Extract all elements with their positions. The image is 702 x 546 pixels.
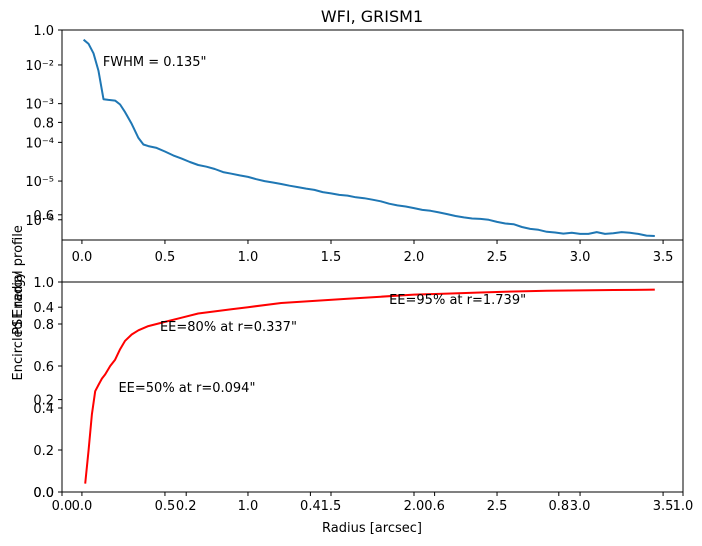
fwhm-annotation: FWHM = 0.135" [103, 55, 207, 70]
bottom-x-tick-label: 3.0 [570, 499, 591, 514]
bg-x-tick-label: 0.6 [424, 499, 445, 514]
top-x-tick-label: 1.5 [321, 250, 342, 265]
bg-y-tick-label: 0.2 [33, 394, 54, 409]
bottom-x-tick-label: 2.5 [487, 499, 508, 514]
bottom-x-tick-label: 0.5 [155, 499, 176, 514]
bottom-y-tick-label: 0.8 [33, 318, 54, 333]
bottom-y-tick-label: 0.6 [33, 360, 54, 375]
bottom-y-tick-label: 1.0 [33, 276, 54, 291]
bg-x-tick-label: 0.4 [300, 499, 321, 514]
top-plot-frame [61, 29, 684, 241]
bottom-y-tick-label: 0.0 [33, 486, 54, 501]
bg-y-tick-label: 0.6 [33, 209, 54, 224]
ee-annotation: EE=95% at r=1.739" [389, 293, 526, 308]
top-y-tick-label: 10⁻⁴ [25, 136, 54, 151]
bg-y-tick-label: 0.0 [33, 486, 54, 501]
bottom-plot-frame [61, 281, 684, 493]
top-y-tick-label: 10⁻² [25, 59, 54, 74]
y-axis-label-top: PSF radial profile [11, 225, 26, 335]
bottom-y-tick-label: 0.4 [33, 402, 54, 417]
bottom-y-tick-label: 0.2 [33, 444, 54, 459]
top-y-tick-label: 10⁻⁵ [25, 175, 54, 190]
psf-profile-panel: 0.0 0.5 1.0 1.5 2.0 2.5 3.0 3.5 10⁻² 10⁻³ 10⁻⁴ 10⁻⁵… [25, 29, 684, 265]
bg-y-tick-label: 1.0 [33, 24, 54, 39]
top-y-tick-label: 10⁻³ [25, 98, 54, 113]
x-axis-label: Radius [arcsec] [322, 521, 422, 536]
bottom-x-tick-label: 3.5 [653, 499, 674, 514]
top-y-tick-label: 10⁻⁶ [25, 214, 54, 229]
chart-title: WFI, GRISM1 [321, 7, 423, 26]
encircled-energy-line [84, 288, 655, 484]
top-x-tick-label: 2.0 [404, 250, 425, 265]
top-x-tick-label: 0.0 [72, 250, 93, 265]
bottom-x-tick-label: 2.0 [404, 499, 425, 514]
encircled-energy-panel: 0.0 0.5 1.0 1.5 2.0 2.5 3.0 3.50.00.20.40.60.81… [33, 276, 684, 514]
top-x-tick-label: 1.0 [238, 250, 259, 265]
bg-x-tick-label: 1.0 [673, 499, 694, 514]
bg-x-tick-label: 0.8 [548, 499, 569, 514]
top-plot-background [62, 30, 683, 240]
bg-y-tick-label: 0.8 [33, 116, 54, 131]
top-x-tick-label: 2.5 [487, 250, 508, 265]
bottom-x-tick-label: 1.0 [238, 499, 259, 514]
bottom-x-tick-label: 0.0 [72, 499, 93, 514]
bg-x-tick-label: 0.0 [52, 499, 73, 514]
bg-x-tick-label: 0.2 [176, 499, 197, 514]
bottom-plot-background [62, 282, 683, 492]
top-x-tick-label: 3.5 [653, 250, 674, 265]
top-x-tick-label: 3.0 [570, 250, 591, 265]
y-axis-label-bottom: Encircled Energy [11, 271, 26, 380]
top-x-tick-label: 0.5 [155, 250, 176, 265]
bg-y-tick-label: 0.4 [33, 301, 54, 316]
psf-profile-line [82, 38, 655, 237]
ee-annotation: EE=80% at r=0.337" [160, 320, 297, 335]
bottom-x-tick-label: 1.5 [321, 499, 342, 514]
ee-annotation: EE=50% at r=0.094" [118, 381, 255, 396]
